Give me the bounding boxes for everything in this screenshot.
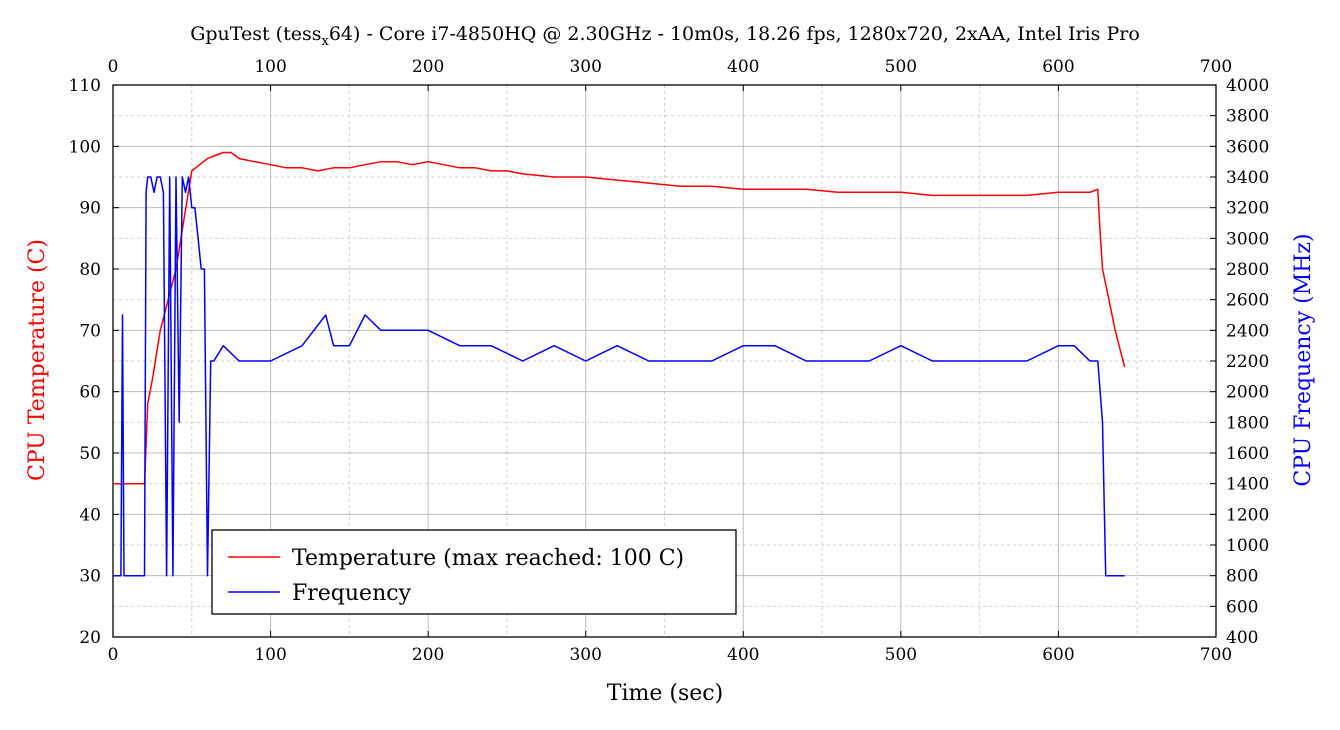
chart-title-subscript: x	[321, 34, 329, 49]
y-right-tick-label: 1400	[1226, 475, 1269, 495]
legend-box	[211, 529, 737, 615]
x-tick-label-top: 200	[412, 57, 444, 77]
x-tick-label-top: 100	[254, 57, 286, 77]
chart-title: GpuTest (tessx64) - Core i7-4850HQ @ 2.3…	[190, 23, 1140, 49]
y-left-tick-label: 70	[79, 321, 101, 341]
y-right-tick-label: 2800	[1226, 260, 1269, 280]
series	[113, 151, 1126, 577]
y-right-tick-label: 1200	[1226, 505, 1269, 525]
legend-frequency-label: Frequency	[292, 581, 412, 606]
legend-temperature-label: Temperature (max reached: 100 C)	[292, 546, 684, 571]
x-tick-label: 500	[885, 645, 917, 665]
y-axis-label-right: CPU Frequency (MHz)	[1291, 233, 1316, 486]
x-tick-label: 100	[254, 645, 286, 665]
y-right-tick-label: 1600	[1226, 444, 1269, 464]
y-axis-label-left: CPU Temperature (C)	[25, 239, 50, 481]
y-right-tick-label: 2600	[1226, 291, 1269, 311]
y-right-tick-label: 3600	[1226, 137, 1269, 157]
x-axis-label: Time (sec)	[607, 681, 723, 706]
legend: Temperature (max reached: 100 C) Frequen…	[211, 529, 737, 615]
x-tick-label: 0	[108, 645, 119, 665]
y-right-tick-label: 1000	[1226, 536, 1269, 556]
chart-title-main: GpuTest (tess	[190, 23, 321, 45]
x-tick-label-top: 0	[108, 57, 119, 77]
y-right-tick-label: 3400	[1226, 168, 1269, 188]
x-tick-label: 600	[1042, 645, 1074, 665]
y-right-tick-label: 3200	[1226, 199, 1269, 219]
x-tick-label: 400	[727, 645, 759, 665]
y-right-tick-label: 1800	[1226, 413, 1269, 433]
x-tick-label-top: 700	[1200, 57, 1232, 77]
x-tick-label: 300	[569, 645, 601, 665]
axes: 0 0 100 100 200 200 300 300 400 400 500 500 600 600 70…	[69, 57, 1270, 665]
x-tick-label-top: 300	[569, 57, 601, 77]
x-tick-label-top: 500	[885, 57, 917, 77]
y-right-tick-label: 600	[1226, 597, 1258, 617]
y-left-tick-label: 30	[79, 567, 101, 587]
y-left-tick-label: 60	[79, 383, 101, 403]
x-tick-label: 700	[1200, 645, 1232, 665]
y-right-tick-label: 800	[1226, 567, 1258, 587]
y-left-tick-label: 20	[79, 628, 101, 648]
y-right-tick-label: 2400	[1226, 321, 1269, 341]
y-left-tick-label: 80	[79, 260, 101, 280]
temperature-line	[113, 151, 1126, 485]
y-right-tick-label: 2200	[1226, 352, 1269, 372]
y-left-tick-label: 100	[69, 137, 101, 157]
y-left-tick-label: 40	[79, 505, 101, 525]
y-right-tick-label: 4000	[1226, 76, 1269, 96]
y-left-tick-label: 90	[79, 199, 101, 219]
x-tick-label-top: 600	[1042, 57, 1074, 77]
y-right-tick-label: 3800	[1226, 107, 1269, 127]
x-tick-label-top: 400	[727, 57, 759, 77]
y-right-tick-label: 2000	[1226, 383, 1269, 403]
y-left-tick-label: 50	[79, 444, 101, 464]
y-left-tick-label: 110	[69, 76, 101, 96]
x-tick-label: 200	[412, 645, 444, 665]
frequency-line	[113, 176, 1125, 577]
chart-title-rest: 64) - Core i7-4850HQ @ 2.30GHz - 10m0s, …	[329, 23, 1140, 45]
y-right-tick-label: 3000	[1226, 229, 1269, 249]
y-right-tick-label: 400	[1226, 628, 1258, 648]
